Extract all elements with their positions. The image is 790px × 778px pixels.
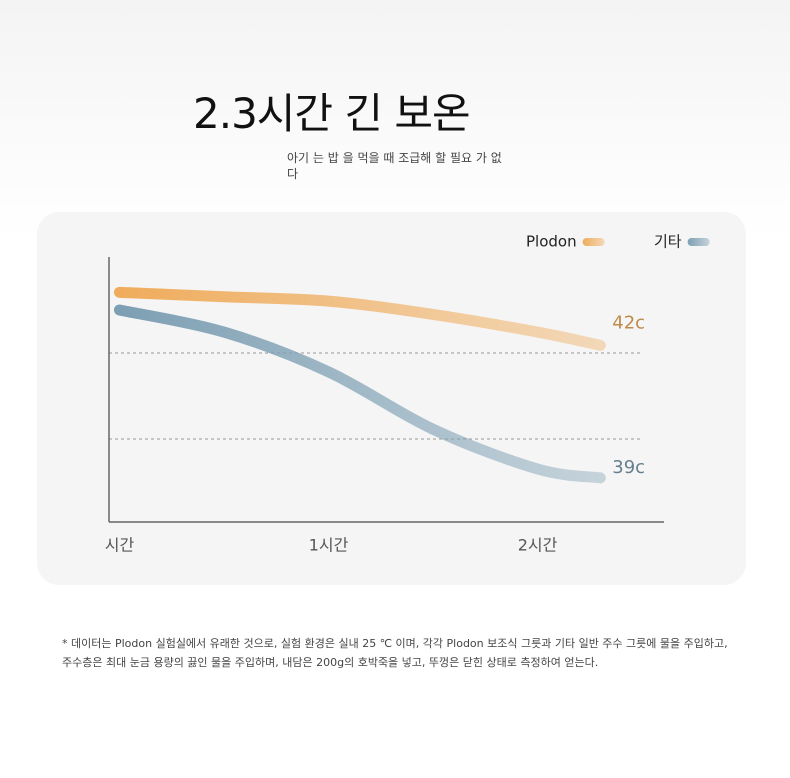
footnote: * 데이터는 Plodon 실험실에서 유래한 것으로, 실험 환경은 실내 2… <box>62 637 728 669</box>
x-tick-label: 시간 <box>105 536 135 555</box>
legend-swatch <box>582 238 605 246</box>
chart: 시간 1시간 2시간 42c Plodon 39c 기타 <box>37 212 746 585</box>
subtitle: 아기 는 밥 을 먹을 때 조급해 할 필요 가 없다 <box>287 151 502 181</box>
legend-label: 기타 <box>654 233 682 251</box>
chart-card <box>37 212 746 585</box>
value-label: 42c <box>612 312 645 333</box>
legend-swatch <box>687 238 710 246</box>
title: 2.3시간 긴 보온 <box>193 89 471 138</box>
series-line <box>113 286 606 351</box>
legend-label: Plodon <box>526 233 577 251</box>
x-tick-label: 2시간 <box>518 536 558 555</box>
x-tick-label: 1시간 <box>309 536 349 555</box>
series-line <box>113 304 606 484</box>
value-label: 39c <box>612 457 645 478</box>
